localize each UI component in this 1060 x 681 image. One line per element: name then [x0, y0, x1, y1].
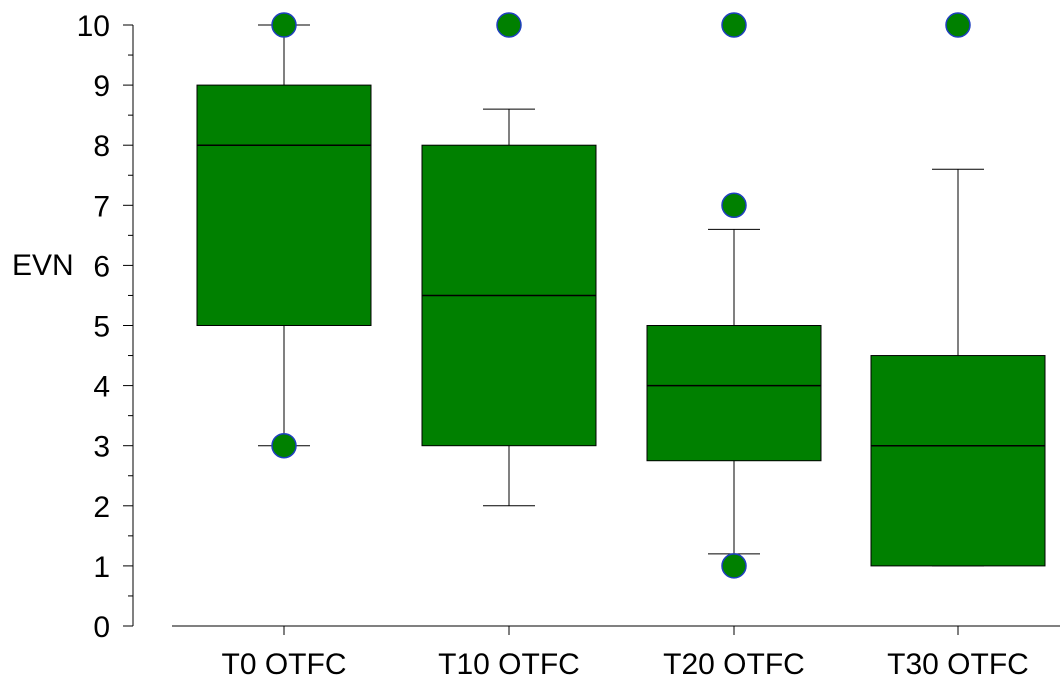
outliers-layer — [271, 12, 971, 579]
outlier-point — [721, 553, 747, 579]
box-body — [196, 84, 372, 326]
boxes-layer — [196, 24, 1046, 567]
outlier-point — [271, 432, 297, 459]
x-axis: T0 OTFC T10 OTFC T20 OTFC T30 OTFC — [172, 625, 1060, 681]
y-axis-title: EVN — [12, 249, 74, 282]
y-tick-label: 8 — [93, 130, 110, 163]
y-tick-label: 7 — [93, 190, 110, 223]
y-tick-label: 5 — [93, 311, 110, 344]
y-tick-label: 9 — [93, 70, 110, 103]
box-2 — [421, 108, 597, 507]
y-tick-label: 1 — [93, 551, 110, 584]
y-tick-label: 10 — [77, 10, 110, 43]
box-3 — [646, 228, 822, 555]
box-4 — [870, 168, 1046, 567]
box-1 — [196, 24, 372, 447]
outlier-point — [271, 12, 297, 38]
outlier-point — [496, 12, 522, 38]
y-tick-label: 4 — [93, 371, 110, 404]
x-tick-label: T30 OTFC — [887, 648, 1029, 681]
box-body — [646, 325, 822, 462]
outlier-point — [945, 12, 971, 38]
x-tick-label: T10 OTFC — [438, 648, 580, 681]
x-tick-label: T0 OTFC — [222, 648, 347, 681]
outlier-point — [721, 12, 747, 38]
y-tick-label: 0 — [93, 611, 110, 644]
y-axis: 0 1 2 3 4 5 6 7 8 9 10 — [77, 10, 134, 644]
outlier-point — [721, 192, 747, 219]
y-tick-label: 6 — [93, 250, 110, 283]
box-body — [870, 355, 1046, 567]
x-tick-label: T20 OTFC — [663, 648, 805, 681]
y-tick-label: 2 — [93, 491, 110, 524]
y-tick-label: 3 — [93, 431, 110, 464]
